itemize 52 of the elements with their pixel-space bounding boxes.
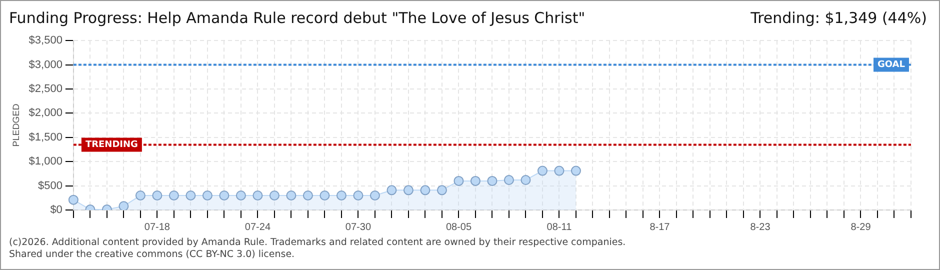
x-tick-label: 8-29	[850, 222, 872, 233]
y-tick-label: $500	[38, 180, 62, 192]
point	[336, 190, 346, 200]
y-tick-label: $3,500	[28, 34, 62, 47]
y-axis-title: PLEDGED	[10, 103, 21, 147]
text: (c)2026. Additional content provided by Amanda Rule. Trademarks and related content are owned by their respective companies.	[9, 237, 626, 249]
point	[420, 185, 430, 196]
point	[118, 201, 129, 210]
y-tick-label: $2,000	[28, 107, 62, 120]
x-tick-label: 08-05	[446, 222, 472, 233]
point	[135, 190, 146, 200]
point	[252, 190, 263, 200]
x-tick-label: 07-30	[345, 222, 372, 233]
point	[236, 190, 246, 200]
x-tick-label: 8-23	[750, 222, 771, 233]
point	[386, 185, 397, 196]
point	[202, 190, 212, 200]
y-tick-label: $2,500	[28, 83, 62, 96]
point	[219, 190, 230, 200]
point	[454, 176, 464, 186]
point	[152, 190, 162, 200]
point	[537, 166, 548, 176]
point	[320, 190, 330, 200]
y-tick-label: $3,000	[28, 58, 62, 71]
point	[269, 190, 280, 200]
x-tick-label: 08-11	[546, 222, 572, 233]
y-tick-label: $1,000	[28, 156, 62, 168]
chart-title: Funding Progress: Help Amanda Rule record debut "The Love of Jesus Christ"	[9, 9, 586, 27]
point	[68, 194, 78, 205]
point	[436, 185, 447, 196]
point	[370, 190, 380, 200]
point	[168, 190, 179, 200]
point	[554, 166, 564, 176]
x-tick-label: 8-17	[650, 222, 670, 233]
point	[570, 166, 581, 176]
point	[302, 190, 313, 200]
x-tick-label: 07-24	[244, 222, 271, 233]
text: Shared under the creative commons (CC BY-NC 3.0) license.	[9, 249, 296, 261]
y-tick-label: $0	[50, 204, 62, 216]
point	[353, 190, 364, 200]
point	[520, 174, 531, 185]
point	[186, 190, 196, 200]
point	[403, 185, 414, 196]
x-tick-label: 07-18	[144, 222, 170, 233]
point	[286, 190, 296, 200]
y-tick-label: $1,500	[28, 131, 62, 144]
point	[487, 176, 498, 186]
chart-subtitle: Trending: $1,349 (44%)	[750, 9, 927, 27]
ref-line-label: TRENDING	[85, 140, 138, 150]
ref-line-label: GOAL	[878, 60, 906, 70]
point	[504, 174, 514, 185]
point	[470, 176, 480, 186]
